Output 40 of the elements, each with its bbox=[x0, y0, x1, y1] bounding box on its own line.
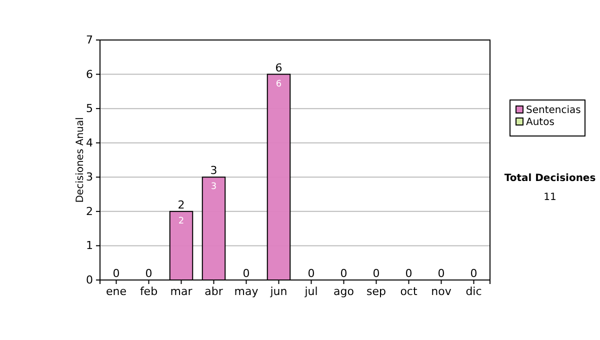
y-tick-label: 6 bbox=[86, 68, 93, 81]
x-tick-label: may bbox=[234, 284, 259, 298]
x-tick-label: nov bbox=[431, 284, 452, 298]
y-axis-title: Decisiones Anual bbox=[75, 117, 86, 203]
y-tick-label: 2 bbox=[86, 204, 93, 218]
total-label: 0 bbox=[372, 267, 380, 280]
total-label: 2 bbox=[178, 198, 185, 212]
y-tick-label: 4 bbox=[86, 136, 93, 150]
y-tick-label: 5 bbox=[86, 102, 93, 116]
y-tick-label: 0 bbox=[86, 274, 93, 287]
total-label: 6 bbox=[275, 61, 282, 74]
legend-label: Sentencias bbox=[526, 105, 581, 116]
text: 11 bbox=[544, 192, 556, 203]
total-label: 0 bbox=[470, 267, 478, 280]
x-tick-label: oct bbox=[400, 284, 418, 298]
total-label: 3 bbox=[210, 164, 218, 178]
y-tick-label: 7 bbox=[86, 34, 93, 47]
x-tick-label: dic bbox=[466, 284, 482, 298]
legend-label: Autos bbox=[526, 117, 554, 128]
x-tick-label: jul bbox=[304, 284, 318, 298]
data-label: 3 bbox=[210, 182, 217, 192]
x-tick-label: mar bbox=[170, 284, 193, 298]
total-label: 0 bbox=[340, 267, 348, 280]
x-tick-label: ene bbox=[106, 284, 127, 298]
total-label: 0 bbox=[112, 267, 120, 280]
x-tick-label: jun bbox=[269, 284, 288, 298]
x-tick-label: sep bbox=[366, 284, 386, 298]
x-tick-label: abr bbox=[204, 284, 224, 298]
total-label: 0 bbox=[438, 267, 445, 280]
y-tick-label: 3 bbox=[86, 170, 93, 184]
x-tick-label: feb bbox=[140, 284, 158, 298]
data-label: 2 bbox=[178, 216, 184, 226]
total-label: 0 bbox=[242, 267, 250, 280]
text: Total Decisiones bbox=[504, 173, 596, 184]
data-label: 6 bbox=[276, 79, 282, 90]
total-label: 0 bbox=[308, 267, 315, 280]
total-label: 0 bbox=[405, 267, 412, 280]
x-tick-label: ago bbox=[334, 284, 354, 298]
y-tick-label: 1 bbox=[86, 239, 93, 252]
total-label: 0 bbox=[145, 267, 152, 280]
